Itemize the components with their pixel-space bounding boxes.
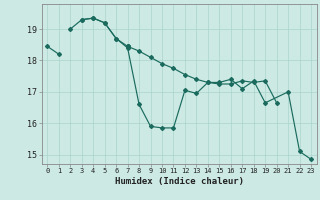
X-axis label: Humidex (Indice chaleur): Humidex (Indice chaleur): [115, 177, 244, 186]
